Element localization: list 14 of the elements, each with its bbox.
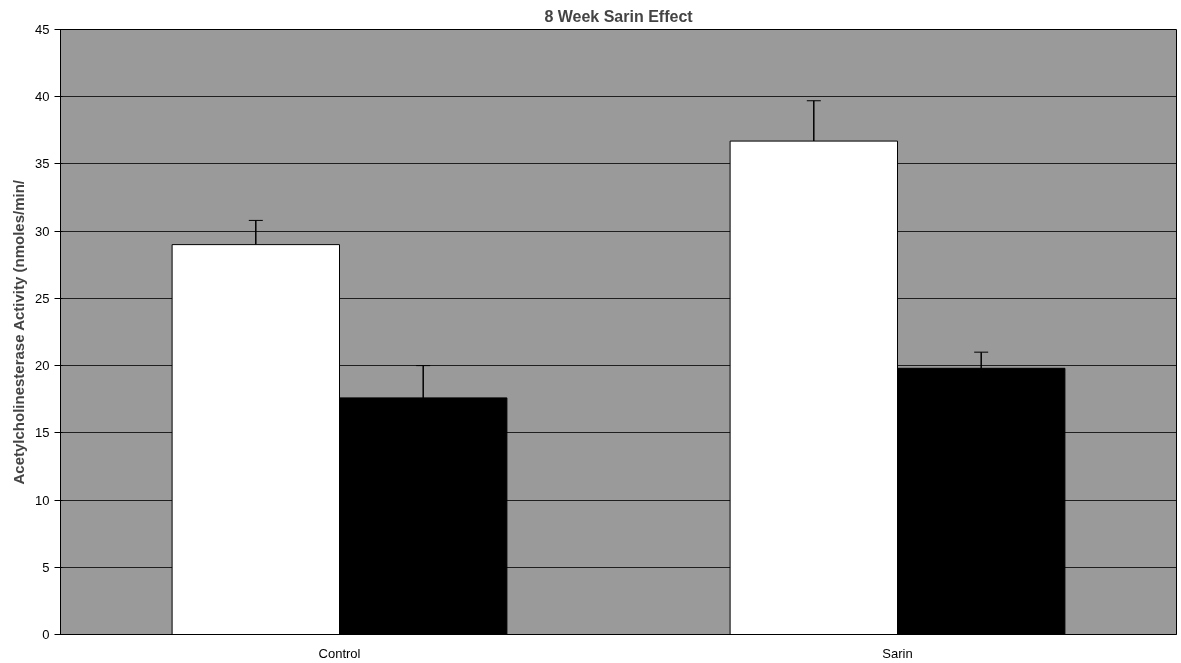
- y-axis-title: Acetylcholinesterase Activity (nmoles/min/: [10, 179, 28, 485]
- y-tick-label: 35: [35, 156, 50, 172]
- y-tick-label: 40: [35, 89, 50, 105]
- y-tick-label: 45: [35, 22, 50, 37]
- x-tick-label: Sarin: [882, 645, 913, 661]
- chart-title: 8 Week Sarin Effect: [544, 7, 694, 25]
- y-tick-label: 25: [35, 290, 50, 306]
- y-tick-label: 10: [35, 492, 50, 508]
- y-tick-label: 20: [35, 358, 50, 374]
- y-tick-label: 15: [35, 425, 50, 441]
- y-tick-label: 5: [42, 559, 50, 575]
- x-tick-label: Control: [318, 645, 361, 661]
- y-tick-label: 30: [35, 223, 50, 239]
- y-tick-label: 0: [42, 627, 50, 642]
